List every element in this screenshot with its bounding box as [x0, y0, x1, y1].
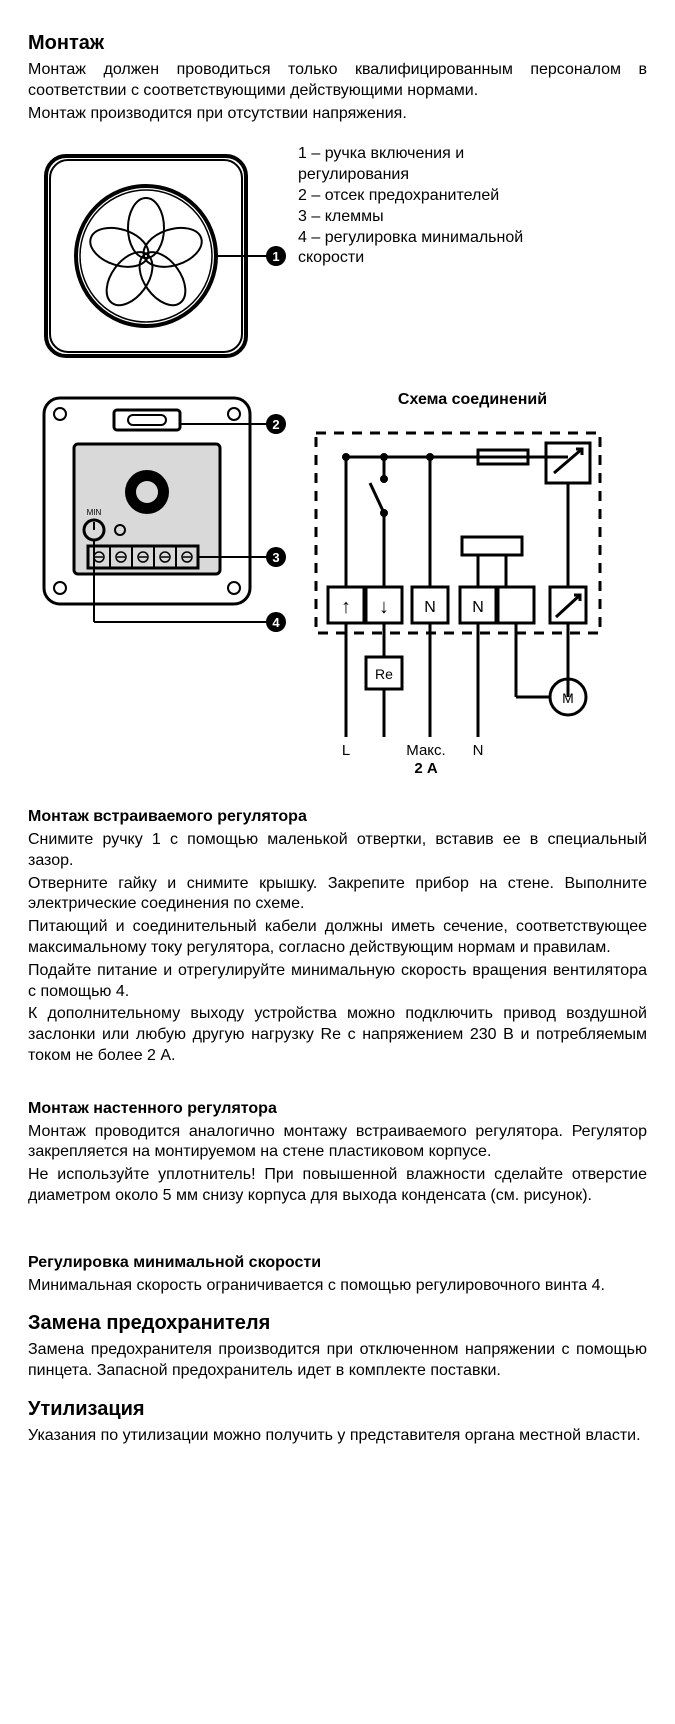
- front-view-diagram: 1: [28, 138, 278, 368]
- heading-mounting: Монтаж: [28, 30, 647, 56]
- term-n1: N: [424, 599, 436, 616]
- legend-line: 1 – ручка включения и: [298, 144, 647, 165]
- legend-line: 2 – отсек предохранителей: [298, 186, 647, 207]
- builtin-p4: Подайте питание и отрегулируйте минималь…: [28, 961, 647, 1003]
- minspeed-p1: Минимальная скорость ограничивается с по…: [28, 1276, 647, 1297]
- term-arrow-down: ↓: [379, 596, 389, 618]
- disposal-p1: Указания по утилизации можно получить у …: [28, 1426, 647, 1447]
- callout-4: 4: [272, 615, 280, 630]
- legend-line: регулирования: [298, 165, 647, 186]
- legend-line: скорости: [298, 248, 647, 269]
- term-n2: N: [472, 599, 484, 616]
- mounting-p2: Монтаж производится при отсутствии напря…: [28, 104, 647, 125]
- back-view-diagram: MIN 2 3 4: [28, 382, 278, 777]
- disposal-title: Утилизация: [28, 1396, 647, 1422]
- wall-title: Монтаж настенного регулятора: [28, 1099, 647, 1120]
- schematic-col: Схема соединений: [298, 382, 647, 777]
- mounting-p1: Монтаж должен проводиться только квалифи…: [28, 60, 647, 102]
- callout-1: 1: [272, 249, 279, 264]
- legend-line: 4 – регулировка минимальной: [298, 228, 647, 249]
- term-arrow-up: ↑: [341, 596, 351, 618]
- label-l: L: [342, 742, 350, 759]
- label-re: Re: [375, 666, 393, 682]
- minspeed-title: Регулировка минимальной скорости: [28, 1253, 647, 1274]
- diagram-row-1: 1 1 – ручка включения и регулирования 2 …: [28, 138, 647, 368]
- callout-2: 2: [272, 417, 279, 432]
- fuse-title: Замена предохранителя: [28, 1310, 647, 1336]
- builtin-p2: Отверните гайку и снимите крышку. Закреп…: [28, 874, 647, 916]
- label-min: MIN: [87, 508, 102, 517]
- label-2a: 2 А: [414, 760, 438, 777]
- schematic-title: Схема соединений: [298, 390, 647, 411]
- label-m: M: [562, 690, 574, 706]
- builtin-p1: Снимите ручку 1 с помощью маленькой отве…: [28, 830, 647, 872]
- callout-3: 3: [272, 550, 279, 565]
- builtin-p3: Питающий и соединительный кабели должны …: [28, 917, 647, 959]
- label-max: Макс.: [406, 742, 445, 759]
- builtin-title: Монтаж встраиваемого регулятора: [28, 807, 647, 828]
- legend: 1 – ручка включения и регулирования 2 – …: [298, 138, 647, 368]
- builtin-p5: К дополнительному выходу устройства можн…: [28, 1004, 647, 1066]
- wiring-schematic: ↑ ↓ N N Re M L Макс. N 2 А: [298, 417, 618, 777]
- wall-p2: Не используйте уплотнитель! При повышенн…: [28, 1165, 647, 1207]
- label-n-bottom: N: [473, 742, 484, 759]
- fuse-p1: Замена предохранителя производится при о…: [28, 1340, 647, 1382]
- diagram-row-2: MIN 2 3 4: [28, 382, 647, 777]
- wall-p1: Монтаж проводится аналогично монтажу вст…: [28, 1122, 647, 1164]
- legend-line: 3 – клеммы: [298, 207, 647, 228]
